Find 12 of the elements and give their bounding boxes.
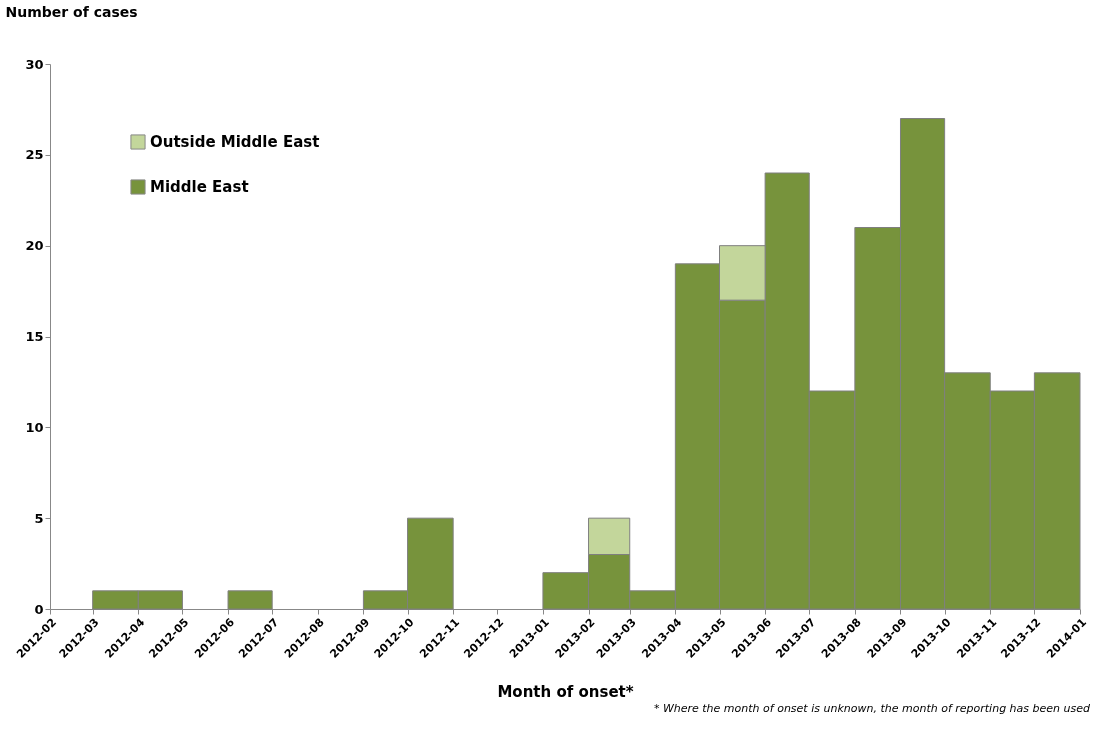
- x-axis-title: Month of onset*: [497, 682, 634, 701]
- y-tick-label: 30: [25, 56, 44, 72]
- y-tick-label: 15: [25, 329, 44, 344]
- y-tick-label: 10: [25, 419, 44, 435]
- text: * Where the month of onset is unknown, the month of reporting has been used: [653, 702, 1092, 715]
- y-tick-label: 20: [25, 238, 44, 254]
- legend-label: Middle East: [150, 178, 249, 196]
- y-tick-label: 5: [34, 510, 44, 526]
- legend-label: Outside Middle East: [150, 133, 320, 151]
- y-tick-label: 0: [34, 601, 44, 617]
- y-axis-title: Number of cases: [5, 3, 138, 20]
- y-tick-label: 25: [25, 147, 44, 163]
